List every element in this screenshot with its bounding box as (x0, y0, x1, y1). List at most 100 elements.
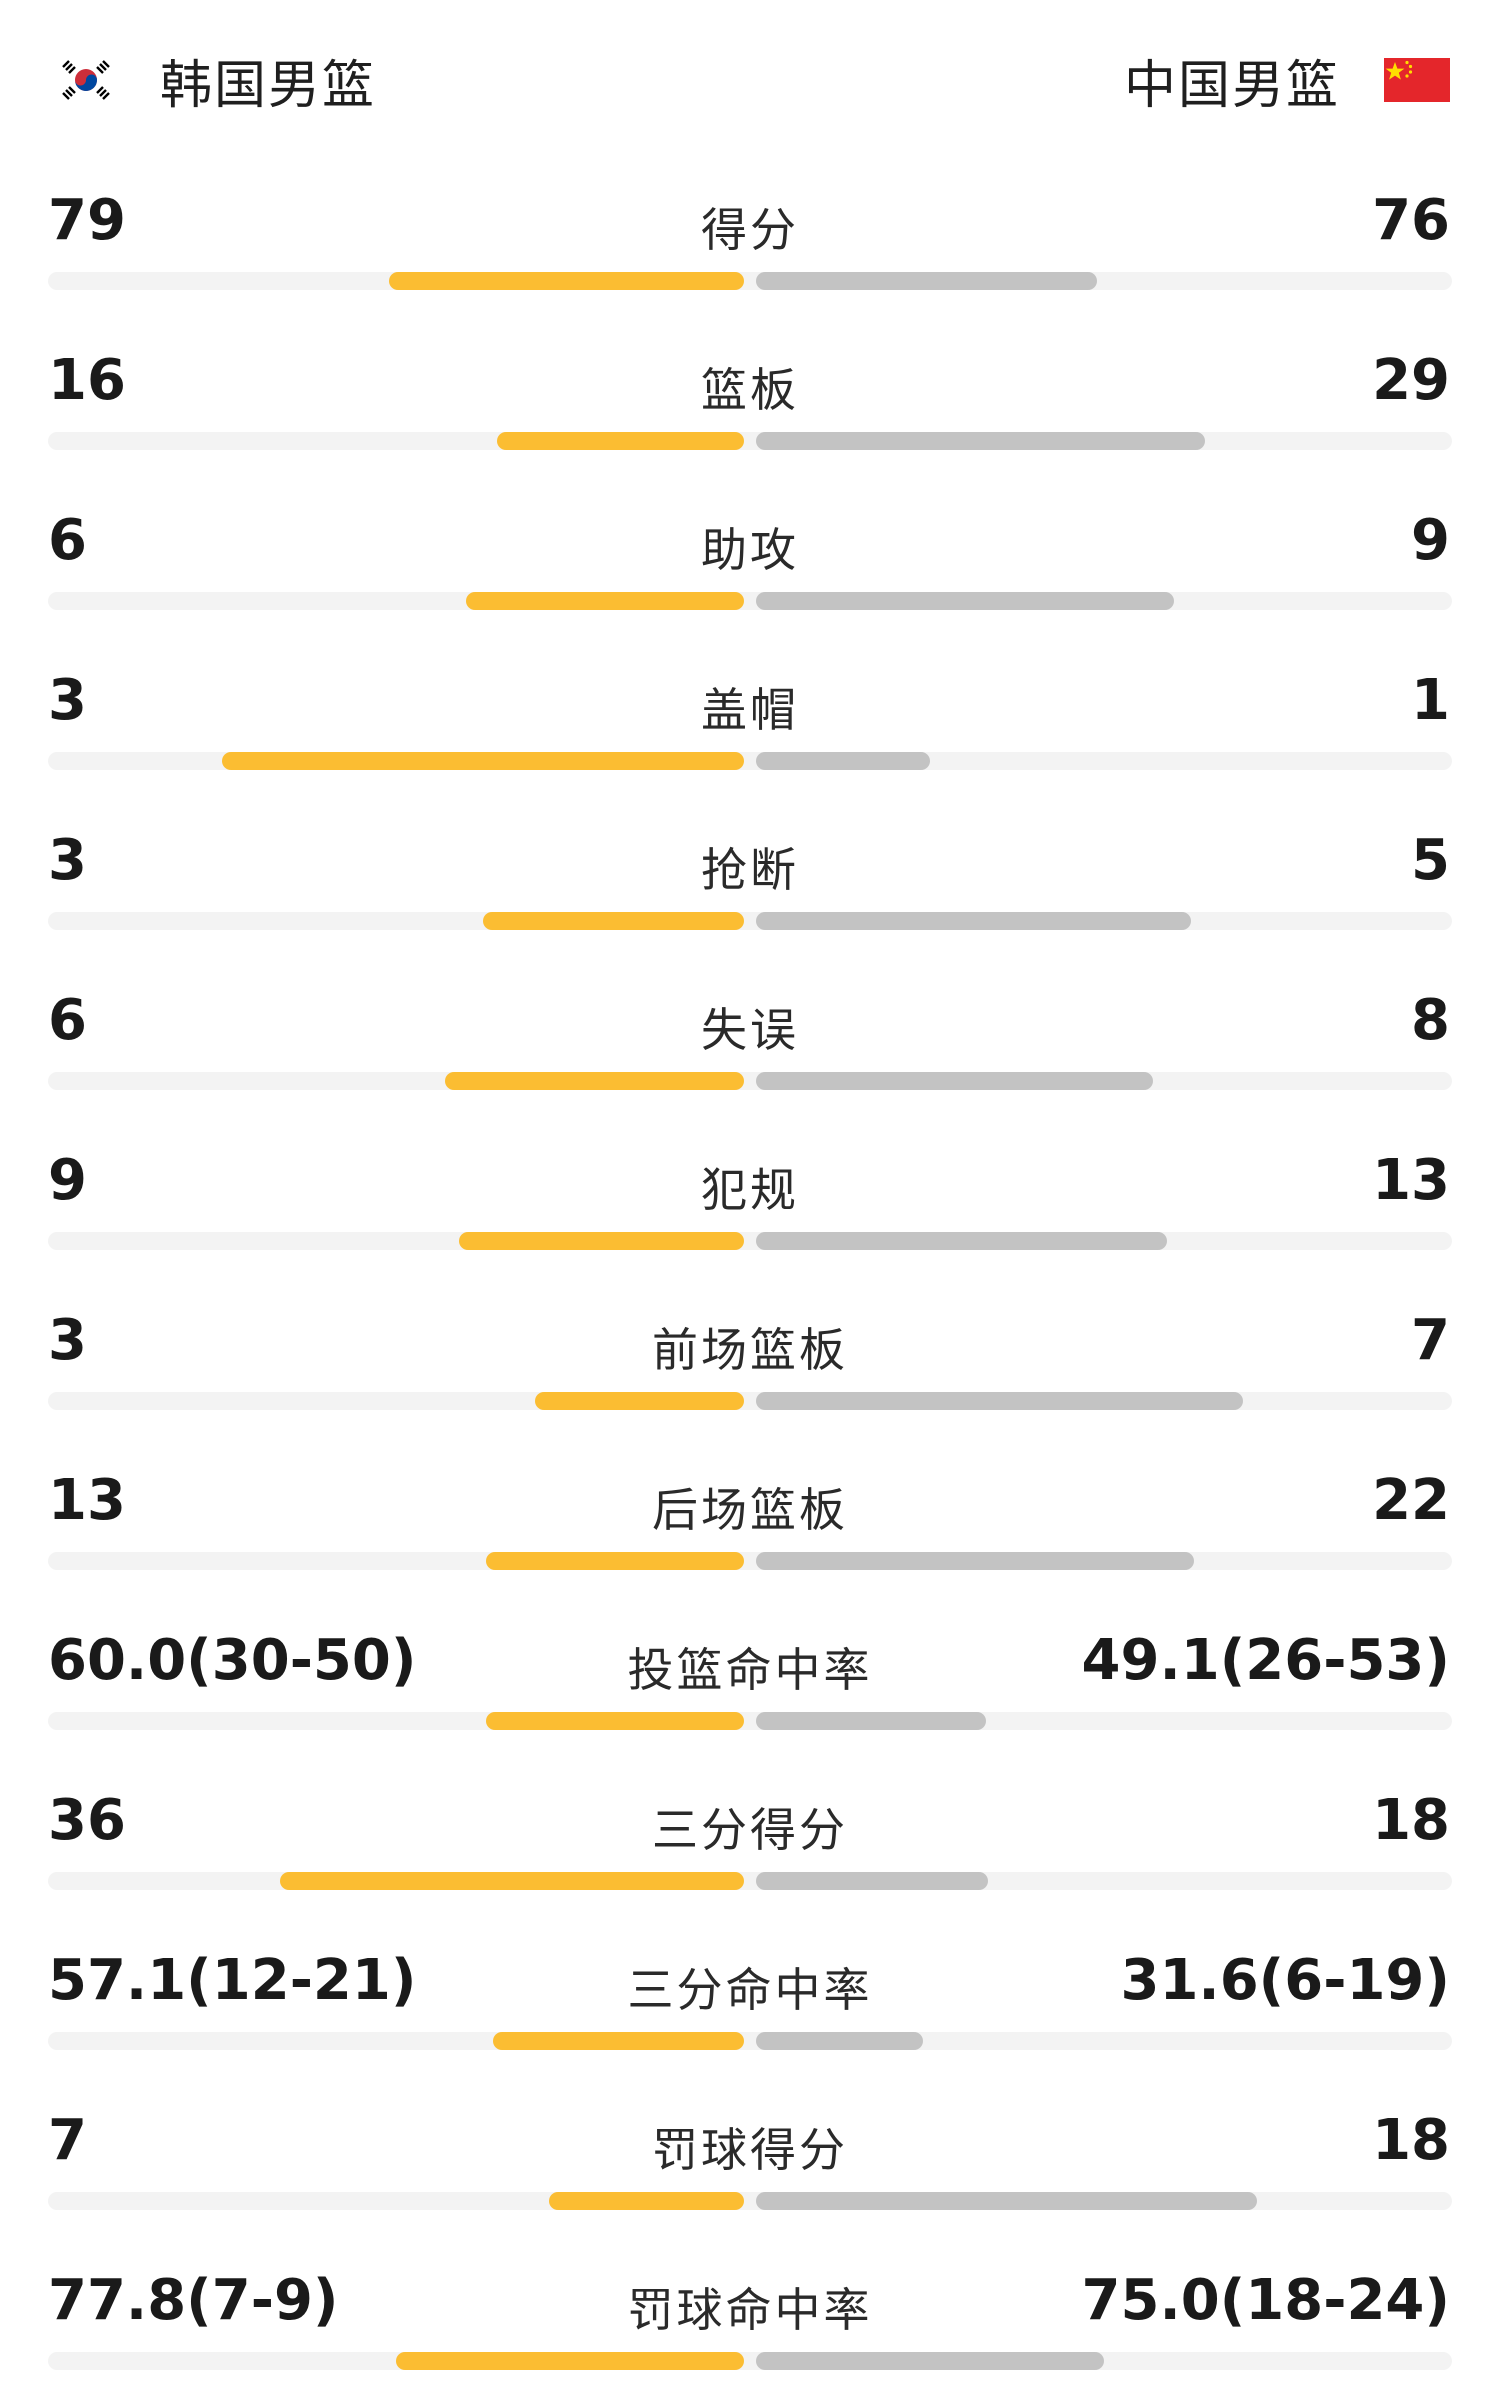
away-stat-bar (756, 1712, 986, 1730)
stat-label: 三分命中率 (627, 1963, 873, 2017)
stat-bar-track (48, 432, 1452, 450)
home-stat-value: 60.0(30-50) (48, 1628, 417, 1693)
stat-bar-track (48, 272, 1452, 290)
stat-row: 79 得分 76 (0, 160, 1500, 320)
away-stat-value: 22 (1372, 1468, 1450, 1533)
away-stat-value: 8 (1411, 988, 1450, 1053)
stat-row: 16 篮板 29 (0, 320, 1500, 480)
home-stat-value: 57.1(12-21) (48, 1948, 417, 2013)
stat-bar-track (48, 2352, 1452, 2370)
stat-row: 77.8(7-9) 罚球命中率 75.0(18-24) (0, 2240, 1500, 2400)
stat-row: 3 抢断 5 (0, 800, 1500, 960)
away-stat-value: 7 (1411, 1308, 1450, 1373)
away-stat-bar (756, 912, 1191, 930)
home-stat-value: 3 (48, 1308, 87, 1373)
away-stat-value: 29 (1372, 348, 1450, 413)
stat-label: 失误 (701, 1003, 799, 1057)
home-stat-value: 6 (48, 508, 87, 573)
home-stat-value: 16 (48, 348, 126, 413)
home-stat-value: 79 (48, 188, 126, 253)
away-stat-bar (756, 1552, 1194, 1570)
home-stat-bar (486, 1552, 744, 1570)
home-team[interactable]: 韩国男篮 (56, 40, 376, 120)
china-flag-icon (1384, 58, 1450, 102)
stat-row: 6 失误 8 (0, 960, 1500, 1120)
away-team-name: 中国男篮 (1123, 55, 1340, 116)
stat-bar-track (48, 2032, 1452, 2050)
home-stat-bar (222, 752, 744, 770)
away-stat-bar (756, 2352, 1104, 2370)
stat-bar-track (48, 1712, 1452, 1730)
stat-label: 前场篮板 (652, 1323, 848, 1377)
away-stat-value: 18 (1372, 2108, 1450, 2173)
stat-bar-track (48, 1232, 1452, 1250)
away-stat-bar (756, 592, 1174, 610)
away-stat-bar (756, 2032, 923, 2050)
away-stat-value: 1 (1411, 668, 1450, 733)
south-korea-flag-icon (56, 50, 116, 110)
away-stat-value: 9 (1411, 508, 1450, 573)
stat-row: 9 犯规 13 (0, 1120, 1500, 1280)
home-stat-value: 77.8(7-9) (48, 2268, 339, 2333)
home-team-name: 韩国男篮 (160, 55, 377, 116)
home-stat-bar (459, 1232, 744, 1250)
stat-label: 得分 (701, 203, 799, 257)
away-stat-bar (756, 432, 1205, 450)
away-stat-value: 5 (1411, 828, 1450, 893)
home-stat-bar (483, 912, 744, 930)
stat-label: 犯规 (701, 1163, 799, 1217)
home-stat-bar (389, 272, 744, 290)
away-stat-value: 49.1(26-53) (1081, 1628, 1450, 1693)
stat-label: 投篮命中率 (627, 1643, 873, 1697)
stat-row: 3 盖帽 1 (0, 640, 1500, 800)
away-stat-value: 76 (1372, 188, 1450, 253)
stat-label: 盖帽 (701, 683, 799, 737)
stat-label: 罚球得分 (652, 2123, 848, 2177)
stat-label: 三分得分 (652, 1803, 848, 1857)
home-stat-value: 3 (48, 828, 87, 893)
home-stat-bar (493, 2032, 744, 2050)
home-stat-value: 7 (48, 2108, 87, 2173)
home-stat-bar (466, 592, 744, 610)
away-stat-value: 18 (1372, 1788, 1450, 1853)
stat-label: 后场篮板 (652, 1483, 848, 1537)
home-stat-value: 3 (48, 668, 87, 733)
stat-row: 3 前场篮板 7 (0, 1280, 1500, 1440)
stat-label: 篮板 (701, 363, 799, 417)
home-stat-value: 13 (48, 1468, 126, 1533)
stat-bar-track (48, 1552, 1452, 1570)
away-stat-bar (756, 1872, 988, 1890)
home-stat-bar (280, 1872, 744, 1890)
home-stat-bar (486, 1712, 744, 1730)
home-stat-bar (396, 2352, 744, 2370)
away-stat-bar (756, 2192, 1257, 2210)
stat-bar-track (48, 1072, 1452, 1090)
stat-row: 13 后场篮板 22 (0, 1440, 1500, 1600)
stat-label: 助攻 (701, 523, 799, 577)
home-stat-bar (549, 2192, 744, 2210)
away-stat-bar (756, 1232, 1167, 1250)
home-stat-value: 9 (48, 1148, 87, 1213)
stat-row: 57.1(12-21) 三分命中率 31.6(6-19) (0, 1920, 1500, 2080)
stats-list: 79 得分 76 16 篮板 29 6 助攻 9 3 盖帽 1 3 抢断 5 6 失误 8 9 犯规 13 3 前场篮板 7 1… (0, 160, 1500, 2400)
stat-bar-track (48, 1872, 1452, 1890)
home-stat-value: 6 (48, 988, 87, 1053)
away-team[interactable]: 中国男篮 (1124, 40, 1450, 120)
stat-row: 7 罚球得分 18 (0, 2080, 1500, 2240)
stat-row: 6 助攻 9 (0, 480, 1500, 640)
stat-row: 36 三分得分 18 (0, 1760, 1500, 1920)
stat-bar-track (48, 912, 1452, 930)
home-stat-bar (535, 1392, 744, 1410)
away-stat-value: 75.0(18-24) (1081, 2268, 1450, 2333)
stat-row: 60.0(30-50) 投篮命中率 49.1(26-53) (0, 1600, 1500, 1760)
home-stat-bar (445, 1072, 744, 1090)
away-stat-value: 31.6(6-19) (1120, 1948, 1451, 2013)
home-stat-value: 36 (48, 1788, 126, 1853)
away-stat-bar (756, 1392, 1243, 1410)
match-header: 韩国男篮 中国男篮 (0, 0, 1500, 160)
stat-bar-track (48, 592, 1452, 610)
stat-label: 罚球命中率 (627, 2283, 873, 2337)
away-stat-bar (756, 272, 1097, 290)
away-stat-bar (756, 752, 930, 770)
home-stat-bar (497, 432, 744, 450)
